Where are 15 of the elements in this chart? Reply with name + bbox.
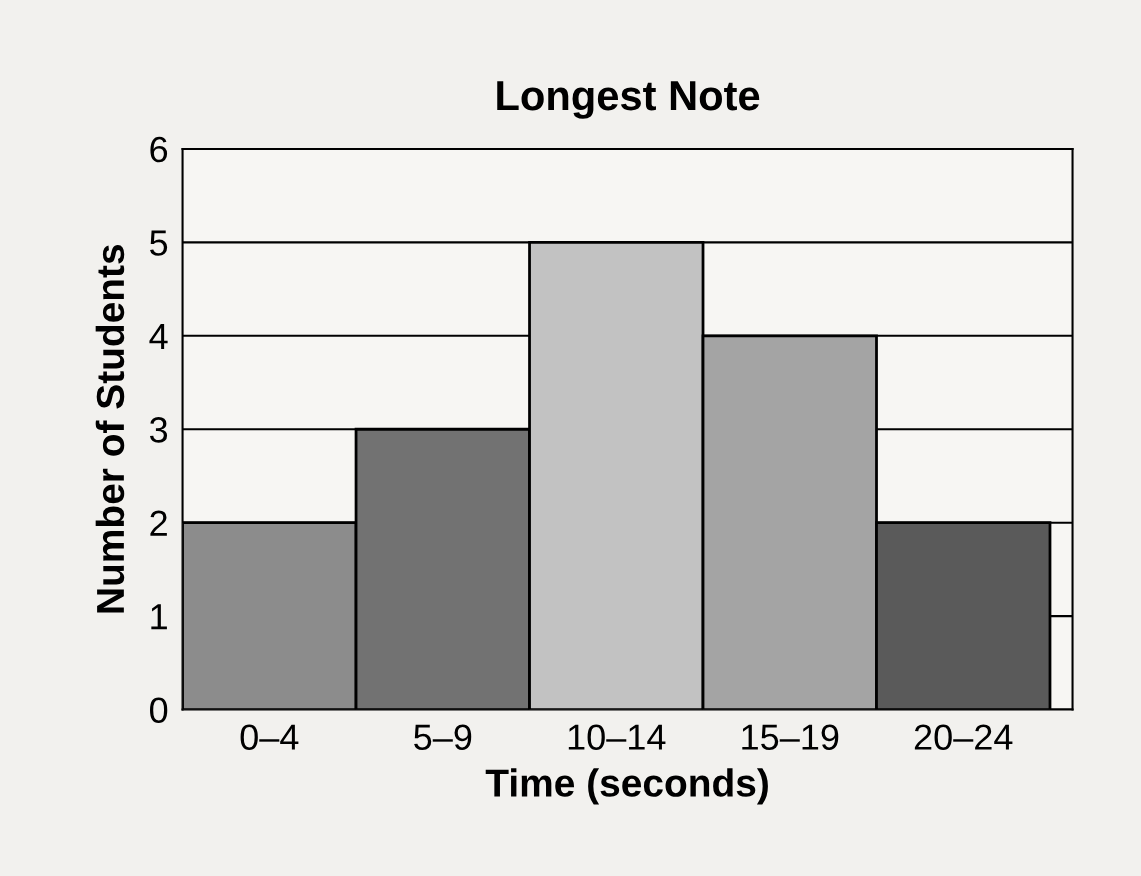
x-tick-label: 15–19 — [742, 724, 839, 750]
x-tick-label: 5–9 — [414, 724, 472, 750]
y-tick-label: 0 — [150, 697, 168, 723]
x-tick-label: 0–4 — [240, 724, 299, 750]
y-tick-label: 1 — [151, 604, 167, 630]
y-axis-title: Number of Students — [95, 245, 125, 613]
x-axis-title: Time (seconds) — [485, 768, 768, 805]
x-tick-label: 10–14 — [568, 724, 666, 750]
y-tick-label: 6 — [150, 136, 168, 163]
y-tick-label: 4 — [149, 324, 168, 349]
y-tick-label: 5 — [150, 230, 168, 256]
y-tick-label: 2 — [150, 510, 167, 536]
x-tick-label: 20–24 — [914, 724, 1013, 750]
y-tick-label: 3 — [149, 417, 168, 443]
chart-title: Longest Note — [497, 81, 760, 119]
